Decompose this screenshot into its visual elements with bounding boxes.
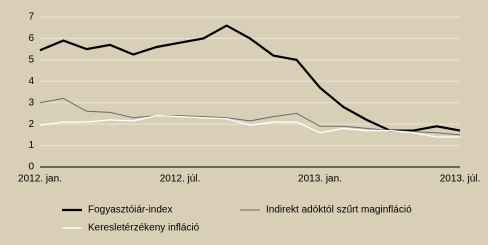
series-line [39, 114, 460, 138]
legend-label: Fogyasztóiár-index [88, 205, 172, 216]
y-tick-label: 2 [28, 119, 34, 130]
legend-label: Indirekt adóktól szűrt maginfláció [266, 205, 412, 216]
series-line [39, 97, 461, 136]
series-line [39, 24, 461, 132]
y-tick-label: 4 [28, 76, 34, 87]
y-tick-label: 1 [28, 140, 34, 151]
x-tick-label: 2012. júl. [160, 174, 201, 185]
y-tick-label: 5 [28, 54, 34, 65]
x-tick-label: 2012. jan. [18, 174, 62, 185]
x-tick-label: 2013. júl. [440, 174, 481, 185]
y-tick-label: 6 [28, 33, 34, 44]
y-tick-label: 7 [28, 12, 34, 23]
y-tick-label: 0 [28, 162, 34, 173]
x-tick-label: 2013. jan. [298, 174, 342, 185]
y-tick-label: 3 [28, 97, 34, 108]
legend-label: Keresletérzékeny infláció [88, 223, 200, 234]
